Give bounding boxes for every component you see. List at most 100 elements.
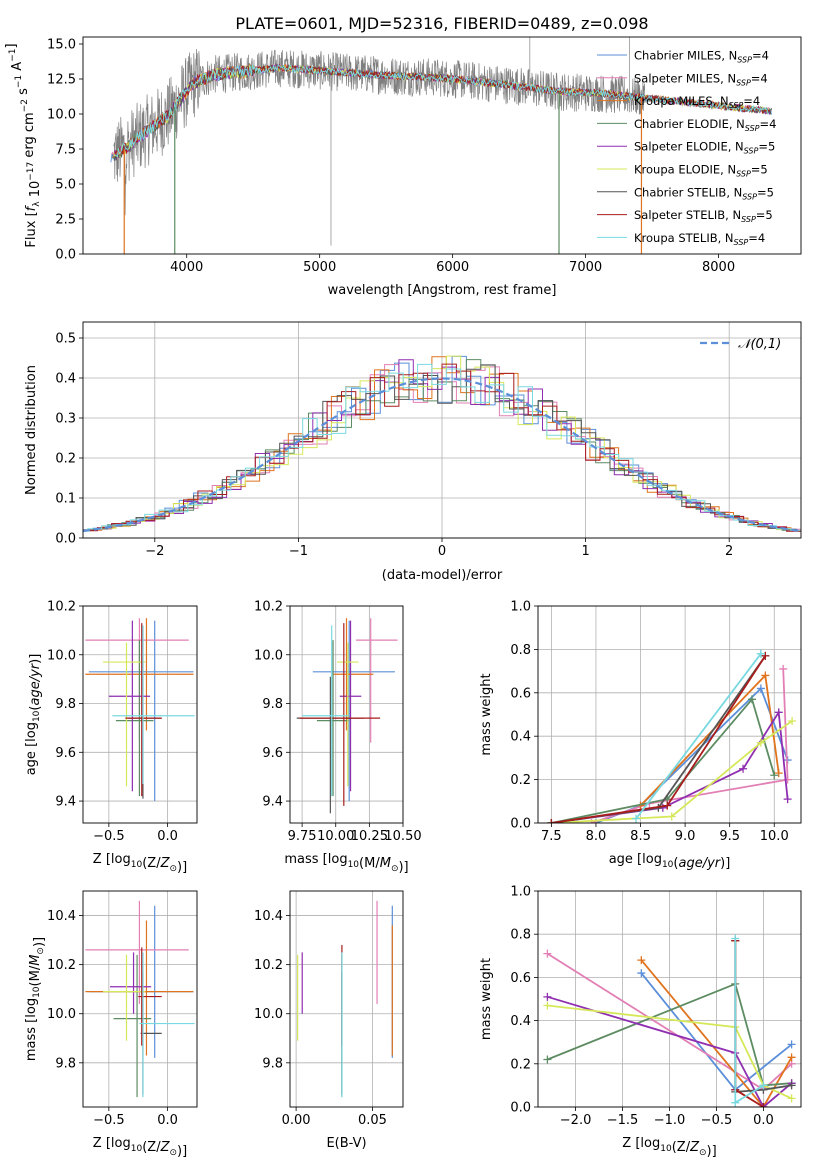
y-tick-label: 1.0 [510, 885, 531, 900]
y-tick-label: 9.6 [55, 746, 76, 761]
legend-entry: Chabrier STELIB, NSSP=5 [634, 185, 774, 201]
plot-area [296, 618, 398, 814]
x-tick-label: 7.5 [541, 829, 562, 844]
weight-line [551, 709, 789, 823]
weight-marker [761, 671, 770, 680]
y-tick-label: 12.5 [47, 73, 76, 88]
weight-line [551, 655, 767, 823]
weight-marker [761, 651, 770, 660]
x-tick-label: 0.05 [358, 1113, 387, 1128]
residual-histogram [83, 364, 797, 531]
y-tick-label: 0.0 [55, 532, 76, 547]
y-tick-label: 5.0 [55, 178, 76, 193]
y-tick-label: 0.8 [510, 643, 531, 658]
x-tick-label: 7000 [569, 260, 602, 275]
x-tick-label: 6000 [436, 260, 469, 275]
y-tick-label: 9.8 [262, 1056, 283, 1071]
x-tick-label: 4000 [170, 260, 203, 275]
weight-marker [667, 812, 676, 821]
y-axis-label: age [log10(age/yr)] [24, 654, 43, 776]
weight-marker [547, 819, 556, 823]
panel-age-vs-Z: −0.5 0.0 9.4 9.6 9.8 10.0 10.2 Z [log10(Z/Z⊙)] a… [24, 600, 198, 875]
plot-area [297, 900, 393, 1098]
x-axis-label: (data-model)/error [382, 568, 503, 583]
panel-mass-vs-EBV: 0.00 0.05 9.8 10.0 10.2 10.4 E(B-V) [254, 890, 404, 1151]
plot-area [547, 649, 797, 823]
weight-marker [756, 738, 765, 747]
plot-area [543, 934, 796, 1107]
x-tick-label: 0.0 [157, 829, 178, 844]
y-axis-label: mass weight [479, 958, 494, 1040]
weight-marker [787, 1053, 796, 1062]
y-tick-label: 10.0 [47, 1007, 76, 1022]
y-tick-label: 2.5 [55, 213, 76, 228]
weight-marker [731, 934, 740, 943]
weight-line [635, 653, 762, 820]
residual-histogram [87, 363, 801, 531]
legend-entry: Salpeter STELIB, NSSP=5 [634, 208, 773, 224]
weight-line [547, 995, 793, 1107]
axes-frame [537, 890, 802, 1108]
y-tick-label: 15.0 [47, 38, 76, 53]
x-tick-label: 2 [725, 544, 733, 559]
x-axis-label: Z [log10(Z/Z⊙)] [93, 1136, 187, 1159]
x-tick-label: 10.00 [317, 829, 354, 844]
weight-marker [774, 769, 783, 778]
axes-frame [82, 605, 198, 824]
model-spectrum [114, 63, 769, 158]
weight-line [640, 959, 793, 1107]
weight-marker [747, 695, 756, 704]
y-tick-label: 0.4 [510, 730, 531, 745]
y-tick-label: 0.4 [55, 372, 76, 387]
weight-marker [787, 1094, 796, 1103]
weight-marker [663, 801, 672, 810]
panel-mass-vs-Z: −0.5 0.0 9.8 10.0 10.2 10.4 Z [log10(Z/Z⊙)] mas… [24, 890, 198, 1159]
y-tick-label: 9.4 [262, 795, 283, 810]
x-axis-label: age [log10(age/yr)] [609, 852, 731, 871]
y-tick-label: 10.2 [254, 600, 283, 615]
legend-entry: Salpeter ELODIE, NSSP=5 [634, 140, 775, 156]
y-axis-label: mass [log10(M/M⊙)] [24, 937, 47, 1061]
weight-marker [759, 1081, 768, 1090]
y-tick-label: 0.2 [510, 1057, 531, 1072]
legend-entry: Kroupa STELIB, NSSP=4 [634, 231, 765, 247]
y-tick-label: 0.0 [510, 817, 531, 832]
y-tick-label: 9.8 [55, 697, 76, 712]
weight-marker [770, 771, 779, 780]
x-tick-label: −0.5 [93, 829, 125, 844]
weight-marker [543, 949, 552, 958]
x-tick-label: 8000 [702, 260, 735, 275]
x-tick-label: 0.00 [282, 1113, 311, 1128]
plot-area [85, 618, 195, 802]
x-tick-label: −2.0 [560, 1113, 592, 1128]
weight-line [547, 982, 792, 1087]
y-tick-label: 0.1 [55, 492, 76, 507]
weight-line [551, 720, 793, 823]
y-tick-label: 1.0 [510, 600, 531, 615]
y-tick-label: 0.2 [510, 773, 531, 788]
x-tick-label: −0.5 [701, 1113, 733, 1128]
x-tick-label: 5000 [303, 260, 336, 275]
legend-entry: Salpeter MILES, NSSP=4 [634, 71, 768, 87]
y-tick-label: 10.0 [254, 648, 283, 663]
y-axis-label: Normed distribution [24, 365, 39, 495]
x-tick-label: −2 [145, 544, 164, 559]
legend-entry: Kroupa ELODIE, NSSP=5 [634, 163, 768, 179]
y-tick-label: 10.0 [254, 1007, 283, 1022]
figure-title: PLATE=0601, MJD=52316, FIBERID=0489, z=0… [235, 14, 648, 33]
weight-marker [787, 1081, 796, 1090]
y-tick-label: 0.2 [55, 452, 76, 467]
legend-entry: Chabrier ELODIE, NSSP=4 [634, 117, 776, 133]
weight-marker [637, 956, 646, 965]
y-tick-label: 10.0 [47, 648, 76, 663]
x-tick-label: −1.5 [607, 1113, 639, 1128]
legend-entry: 𝒩(0,1) [738, 337, 781, 352]
x-tick-label: 8.5 [630, 829, 651, 844]
weight-marker [543, 1055, 552, 1064]
y-tick-label: 0.6 [510, 971, 531, 986]
x-axis-label: Z [log10(Z/Z⊙)] [622, 1136, 716, 1159]
weight-line [595, 686, 789, 823]
y-tick-label: 0.6 [510, 686, 531, 701]
